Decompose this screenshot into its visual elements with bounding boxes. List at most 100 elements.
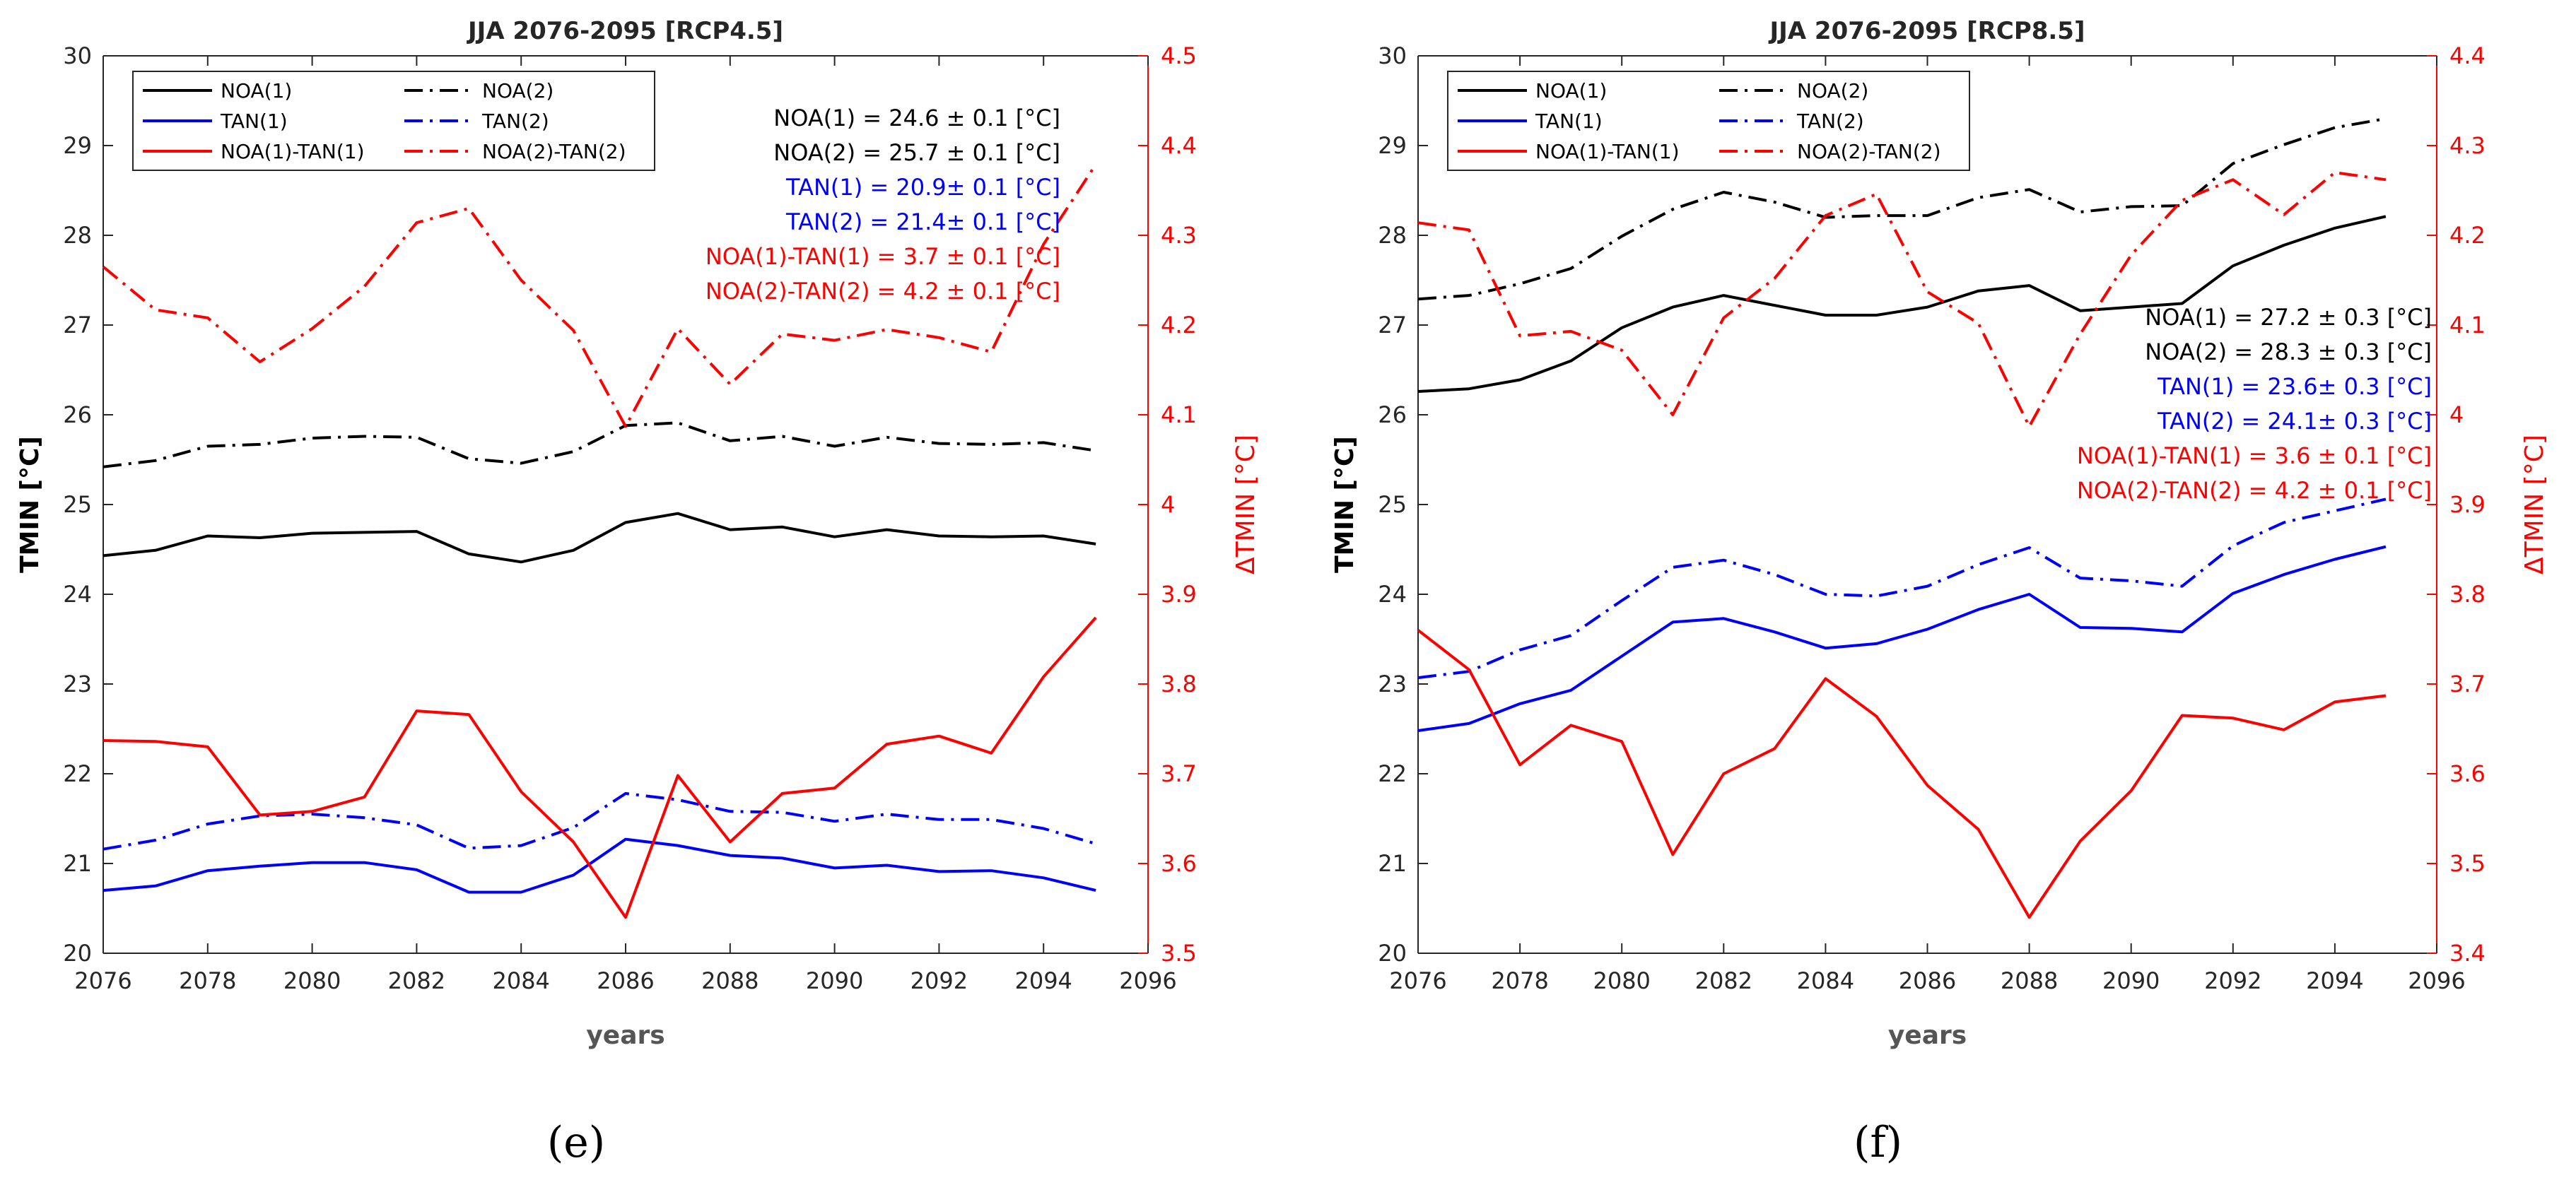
- y-right-tick-label: 4.1: [2449, 312, 2486, 338]
- series-line-2: [103, 421, 1096, 468]
- y-right-tick-label: 4.1: [1161, 401, 1197, 428]
- y-tick-label: 28: [1378, 222, 1407, 249]
- y-tick-label: 22: [1378, 760, 1407, 787]
- panel-label: (e): [547, 1118, 605, 1167]
- stats-annotation: NOA(2)-TAN(2) = 4.2 ± 0.1 [°C]: [706, 278, 1060, 305]
- y-right-tick-label: 4.4: [2449, 42, 2486, 69]
- series-line-1: [1417, 215, 2387, 393]
- legend-entry: TAN(2): [1796, 110, 1864, 133]
- stats-annotation: NOA(2) = 25.7 ± 0.1 [°C]: [773, 139, 1060, 166]
- x-tick-label: 2090: [806, 967, 863, 994]
- y-axis-label: TMIN [°C]: [16, 436, 45, 573]
- y-tick-label: 27: [1378, 312, 1407, 338]
- y-right-tick-label: 4: [2449, 401, 2464, 428]
- y-tick-label: 24: [63, 581, 92, 608]
- stats-annotation: TAN(2) = 21.4± 0.1 [°C]: [785, 208, 1060, 235]
- y-tick-label: 21: [1378, 850, 1407, 877]
- stats-annotation: NOA(1)-TAN(1) = 3.7 ± 0.1 [°C]: [706, 243, 1060, 270]
- y-right-tick-label: 3.8: [2449, 581, 2486, 608]
- x-tick-label: 2082: [388, 967, 445, 994]
- legend-entry: TAN(1): [1535, 110, 1603, 133]
- y-tick-label: 24: [1378, 581, 1407, 608]
- x-axis-label: years: [1888, 1021, 1967, 1050]
- y-tick-label: 25: [1378, 491, 1407, 518]
- x-tick-label: 2086: [597, 967, 654, 994]
- chart-title: JJA 2076-2095 [RCP8.5]: [1768, 17, 2085, 45]
- legend-entry: NOA(1)-TAN(1): [221, 140, 365, 163]
- x-tick-label: 2080: [1593, 967, 1650, 994]
- legend-entry: NOA(2)-TAN(2): [482, 140, 626, 163]
- series-line-3: [1417, 545, 2387, 732]
- stats-annotation: NOA(1)-TAN(1) = 3.6 ± 0.1 [°C]: [2077, 442, 2432, 469]
- y-right-tick-label: 3.5: [1161, 940, 1197, 967]
- y-right-tick-label: 3.9: [2449, 491, 2486, 518]
- legend-entry: NOA(1): [221, 79, 292, 102]
- y-tick-label: 28: [63, 222, 92, 249]
- x-tick-label: 2088: [2001, 967, 2058, 994]
- stats-annotation: NOA(1) = 27.2 ± 0.3 [°C]: [2145, 304, 2432, 331]
- y-tick-label: 21: [63, 850, 92, 877]
- x-tick-label: 2092: [911, 967, 968, 994]
- y-tick-label: 20: [63, 940, 92, 967]
- stats-annotation: NOA(2)-TAN(2) = 4.2 ± 0.1 [°C]: [2077, 477, 2432, 504]
- y-tick-label: 27: [63, 312, 92, 338]
- x-tick-label: 2076: [74, 967, 131, 994]
- y-tick-label: 30: [63, 42, 92, 69]
- series-line-4: [103, 791, 1096, 851]
- y-tick-label: 22: [63, 760, 92, 787]
- x-tick-label: 2092: [2204, 967, 2261, 994]
- legend-entry: TAN(2): [481, 110, 549, 133]
- x-tick-label: 2086: [1899, 967, 1956, 994]
- y-tick-label: 26: [63, 401, 92, 428]
- legend-box: [1447, 71, 1970, 171]
- y-right-tick-label: 4: [1161, 491, 1175, 518]
- x-tick-label: 2094: [2306, 967, 2363, 994]
- series-line-5: [103, 616, 1097, 919]
- x-tick-label: 2084: [492, 967, 549, 994]
- x-tick-label: 2080: [283, 967, 341, 994]
- stats-annotation: TAN(1) = 20.9± 0.1 [°C]: [785, 174, 1060, 201]
- x-tick-label: 2078: [1491, 967, 1548, 994]
- legend-box: [132, 71, 655, 171]
- series-line-5: [1417, 629, 2387, 919]
- y-right-tick-label: 3.5: [2449, 850, 2486, 877]
- x-tick-label: 2076: [1389, 967, 1446, 994]
- series-line-6: [102, 163, 1097, 428]
- series-line-2: [1417, 117, 2387, 301]
- y-right-tick-label: 4.2: [2449, 222, 2486, 249]
- x-tick-label: 2090: [2102, 967, 2160, 994]
- y-tick-label: 25: [63, 491, 92, 518]
- legend-entry: TAN(1): [220, 110, 288, 133]
- legend-entry: NOA(1): [1535, 79, 1607, 102]
- y-tick-label: 23: [1378, 671, 1407, 697]
- y-right-tick-label: 3.9: [1161, 581, 1197, 608]
- x-tick-label: 2096: [2408, 967, 2465, 994]
- x-tick-label: 2082: [1695, 967, 1752, 994]
- series-line-1: [103, 512, 1096, 564]
- y-tick-label: 29: [1378, 132, 1407, 159]
- y-right-tick-label: 4.4: [1161, 132, 1197, 159]
- y-tick-label: 30: [1378, 42, 1407, 69]
- y-right-axis-label: ΔTMIN [°C]: [2520, 435, 2549, 574]
- stats-annotation: NOA(2) = 28.3 ± 0.3 [°C]: [2145, 338, 2432, 365]
- y-right-tick-label: 3.6: [1161, 850, 1197, 877]
- chart-panel-1: 2076 2078 2080 2082 2084 2086 2088 2090 2092 2094…: [16, 17, 1260, 1167]
- panel-label: (f): [1854, 1118, 1902, 1167]
- y-right-tick-label: 4.2: [1161, 312, 1197, 338]
- y-right-tick-label: 3.8: [1161, 671, 1197, 697]
- x-tick-label: 2078: [179, 967, 236, 994]
- chart-title: JJA 2076-2095 [RCP4.5]: [467, 17, 783, 45]
- x-tick-label: 2094: [1014, 967, 1072, 994]
- legend: NOA(1) NOA(2) TAN(1) TAN(2) NOA(1)-TAN(1) NOA…: [1447, 71, 1970, 171]
- x-tick-label: 2096: [1119, 967, 1176, 994]
- y-tick-label: 23: [63, 671, 92, 697]
- y-right-tick-label: 3.7: [2449, 671, 2486, 697]
- y-right-tick-label: 4.5: [1161, 42, 1197, 69]
- y-right-axis-label: ΔTMIN [°C]: [1231, 435, 1260, 574]
- y-right-tick-label: 3.7: [1161, 760, 1197, 787]
- legend-entry: NOA(2): [482, 79, 554, 102]
- chart-panel-2: 2076 2078 2080 2082 2084 2086 2088 2090 2092 2094…: [1330, 17, 2549, 1167]
- x-tick-label: 2084: [1797, 967, 1854, 994]
